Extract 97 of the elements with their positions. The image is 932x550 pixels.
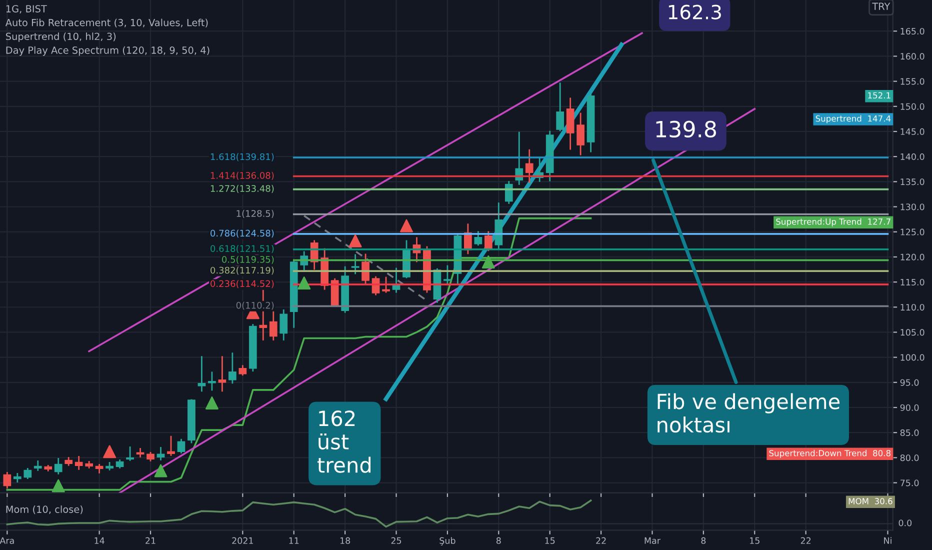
candlestick: [13, 473, 22, 482]
candlestick: [238, 365, 247, 376]
y-tick-label: 100.0: [900, 354, 924, 361]
candlestick: [382, 276, 390, 293]
candlestick: [54, 458, 62, 474]
annotation: Auto Fib Retracement (3, 10, Values, Left): [5, 18, 208, 28]
y-tick-label: 135.0: [900, 178, 924, 186]
y-tick-label: 140.0: [900, 153, 924, 160]
candlestick: [269, 310, 278, 340]
annotation: 1G, BIST: [6, 5, 47, 14]
x-tick-label: 22: [596, 537, 606, 544]
candlestick: [156, 446, 165, 460]
annotation: 162.3: [668, 4, 721, 20]
x-tick-label: 11: [289, 537, 299, 544]
chart-title: Mom (10, close): [6, 505, 83, 514]
annotation: 139.8: [656, 120, 716, 138]
candlestick: [351, 254, 360, 274]
y-tick-label: 125.0: [900, 228, 924, 236]
text: 1.618(139.81): [210, 153, 274, 162]
y-tick-label: 95.0: [900, 379, 919, 386]
point: [205, 396, 218, 410]
candlestick: [136, 448, 144, 458]
annotation: 162 üst trend: [317, 410, 371, 473]
candlestick: [474, 231, 482, 246]
text: 0.382(117.19): [210, 266, 274, 275]
x-tick-label: 21: [146, 537, 156, 544]
text: 1.272(133.48): [210, 184, 274, 193]
x-tick-label: 2021: [232, 537, 253, 544]
candlestick: [177, 438, 186, 454]
candlestick: [576, 112, 584, 156]
point: [400, 219, 413, 232]
candlestick: [280, 309, 288, 340]
x-tick-label: Ara: [0, 537, 14, 544]
text: 0.5(119.35): [222, 256, 274, 264]
annotation: 152.1: [868, 92, 890, 99]
x-tick-label: 15: [545, 537, 555, 544]
point: [298, 276, 311, 290]
annotation: MOM 30.6: [848, 498, 892, 504]
candlestick: [3, 472, 12, 488]
candlestick: [218, 356, 226, 392]
candlestick: [24, 468, 32, 479]
annotation: Supertrend 147.4: [816, 115, 891, 124]
annotation: Day Play Ace Spectrum (120, 18, 9, 50, 4): [6, 46, 210, 56]
point: [103, 445, 116, 458]
text: 0(110.2): [236, 302, 274, 310]
x-tick-label: 14: [94, 537, 104, 544]
y-tick-label: 145.0: [900, 128, 924, 135]
annotation: Supertrend:Up Trend 127.7: [776, 218, 890, 226]
text: 1.414(136.08): [210, 172, 274, 180]
point: [154, 464, 168, 478]
x-tick-label: 8: [701, 537, 706, 544]
x-tick-label: 15: [750, 537, 760, 544]
text: 0.786(124.58): [210, 230, 274, 238]
annotation: Supertrend (10, hl2, 3): [6, 32, 116, 42]
y-tick-label: 75.0: [900, 480, 919, 486]
candlestick: [556, 82, 564, 132]
candlestick: [228, 352, 236, 384]
text: 0.618(121.51): [210, 245, 274, 254]
candlestick: [106, 462, 114, 470]
candlestick: [126, 446, 134, 461]
y-tick-label: 120.0: [900, 254, 924, 260]
y-tick-label: 130.0: [900, 204, 924, 210]
x-tick-label: Ni: [884, 537, 892, 544]
text: 0.0: [898, 520, 912, 526]
text: 0.236(114.52): [210, 280, 274, 288]
x-tick-label: Şub: [440, 537, 456, 546]
point: [348, 234, 362, 248]
candlestick: [198, 356, 206, 392]
y-tick-label: 90.0: [900, 404, 919, 411]
y-axis-title: TRY: [872, 2, 890, 10]
candlestick: [444, 265, 452, 284]
y-tick-label: 110.0: [900, 304, 924, 311]
candlestick: [74, 456, 83, 470]
point: [482, 255, 495, 268]
y-tick-label: 85.0: [900, 429, 919, 436]
x-tick-label: 22: [800, 537, 811, 544]
y-tick-label: 80.0: [900, 454, 919, 462]
x-tick-label: Mar: [644, 537, 660, 544]
candlestick: [167, 436, 175, 456]
y-tick-label: 115.0: [900, 278, 924, 286]
annotation: Fib ve dengeleme noktası: [658, 393, 840, 433]
y-tick-label: 155.0: [900, 78, 924, 85]
x-tick-label: 8: [496, 537, 501, 544]
text: 1(128.5): [236, 210, 274, 218]
x-tick-label: 18: [340, 537, 350, 544]
candlestick: [504, 180, 513, 204]
candlestick: [208, 372, 216, 391]
y-tick-label: 150.0: [900, 103, 924, 110]
y-tick-label: 105.0: [900, 329, 924, 336]
y-tick-label: 165.0: [900, 28, 924, 35]
candlestick: [34, 460, 42, 471]
annotation: Supertrend:Down Trend 80.8: [769, 450, 890, 458]
point: [52, 479, 65, 492]
candlestick: [484, 231, 492, 252]
y-tick-label: 160.0: [900, 53, 924, 60]
x-tick-label: 25: [391, 537, 402, 544]
candlestick: [525, 149, 534, 183]
